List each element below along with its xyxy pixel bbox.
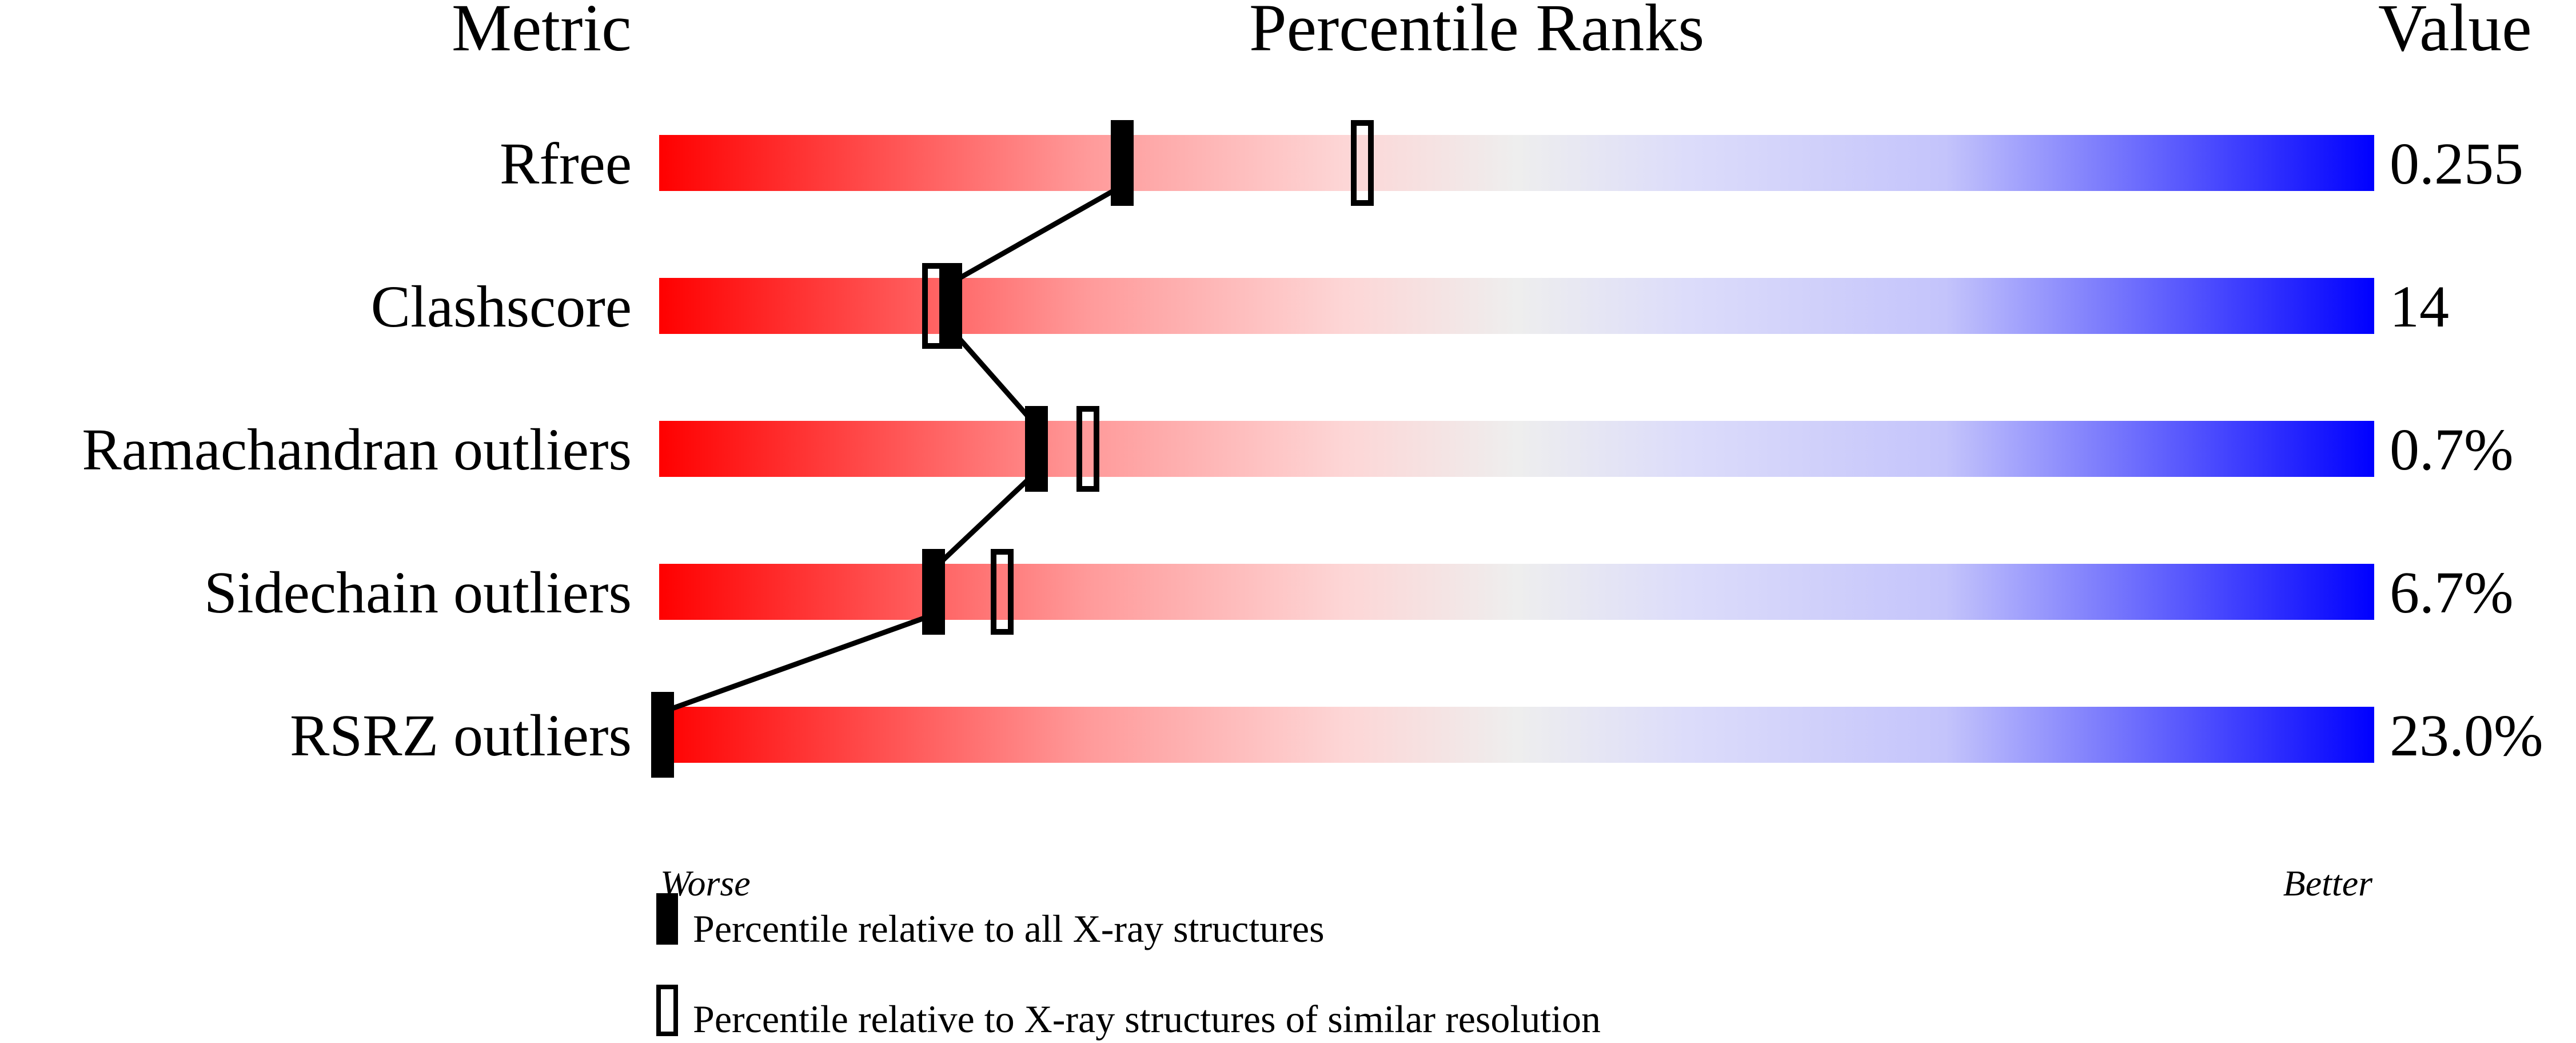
legend-marker-all [656, 893, 678, 945]
marker-all-xray [922, 549, 945, 635]
percentile-bar [659, 707, 2374, 763]
connector-line [931, 469, 1039, 571]
marker-similar-resolution [1351, 120, 1374, 206]
metric-value: 6.7% [2390, 560, 2514, 626]
metric-label: Clashscore [371, 274, 632, 340]
marker-all-xray [651, 692, 674, 778]
marker-similar-resolution [991, 549, 1014, 635]
legend-label-similar: Percentile relative to X-ray structures … [693, 997, 1601, 1041]
axis-label-better: Better [2283, 863, 2373, 903]
connector-line [948, 327, 1039, 428]
marker-all-xray [1025, 406, 1048, 492]
legend-label-all: Percentile relative to all X-ray structu… [693, 907, 1325, 950]
connector-line [661, 612, 935, 715]
marker-similar-resolution [1076, 406, 1099, 492]
metric-label: RSRZ outliers [290, 703, 632, 769]
header-value: Value [2378, 0, 2532, 65]
metric-label: Sidechain outliers [204, 560, 632, 626]
header-percentile-ranks: Percentile Ranks [1249, 0, 1704, 65]
percentile-bar [659, 278, 2374, 334]
metric-label: Rfree [500, 131, 632, 197]
connector-line [949, 184, 1124, 285]
metric-value: 0.255 [2390, 131, 2523, 197]
header-metric: Metric [452, 0, 632, 65]
percentile-bar [659, 421, 2374, 477]
marker-all-xray [1111, 120, 1134, 206]
metric-label: Ramachandran outliers [82, 417, 632, 483]
metric-value: 0.7% [2390, 417, 2514, 483]
metric-value: 23.0% [2390, 703, 2543, 769]
percentile-bar [659, 564, 2374, 620]
percentile-bar [659, 135, 2374, 191]
legend-marker-similar [656, 985, 678, 1036]
marker-all-xray [939, 263, 962, 349]
metric-value: 14 [2390, 274, 2449, 340]
